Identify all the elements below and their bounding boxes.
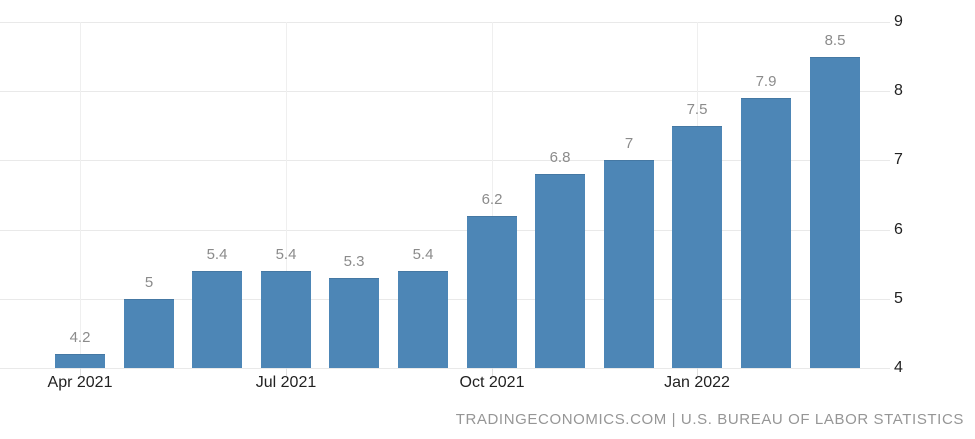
bar-value-label: 7.5 — [686, 101, 708, 118]
bar[interactable] — [467, 216, 517, 368]
x-axis-tick-label: Jul 2021 — [255, 374, 317, 391]
x-axis-tick — [492, 368, 493, 377]
bar-value-label: 5.4 — [206, 246, 228, 263]
h-gridline — [0, 91, 890, 92]
v-gridline — [286, 22, 287, 368]
x-axis-tick-label: Jan 2022 — [664, 374, 730, 391]
x-axis-tick-label: Apr 2021 — [47, 374, 113, 391]
y-axis-tick-label: 9 — [894, 13, 903, 30]
v-gridline — [80, 22, 81, 368]
attribution-text: TRADINGECONOMICS.COM | U.S. BUREAU OF LA… — [455, 411, 964, 428]
bar-value-label: 7 — [624, 135, 634, 152]
x-axis-tick-label: Oct 2021 — [459, 374, 525, 391]
bar-value-label: 5.4 — [412, 246, 434, 263]
bar-value-label: 5 — [144, 274, 154, 291]
bar-value-label: 5.3 — [343, 253, 365, 270]
bar[interactable] — [261, 271, 311, 368]
bar[interactable] — [124, 299, 174, 368]
x-axis-tick — [80, 368, 81, 377]
bar-value-label: 4.2 — [69, 329, 91, 346]
bar[interactable] — [810, 57, 860, 368]
bar[interactable] — [398, 271, 448, 368]
bar-value-label: 7.9 — [755, 73, 777, 90]
bar[interactable] — [604, 160, 654, 368]
bar[interactable] — [741, 98, 791, 368]
bar[interactable] — [535, 174, 585, 368]
bar[interactable] — [672, 126, 722, 368]
y-axis-tick-label: 6 — [894, 221, 903, 238]
bar-value-label: 6.8 — [549, 149, 571, 166]
v-gridline — [492, 22, 493, 368]
x-axis-tick — [286, 368, 287, 377]
bar-value-label: 8.5 — [824, 32, 846, 49]
h-gridline — [0, 160, 890, 161]
h-gridline — [0, 22, 890, 23]
y-axis-tick-label: 7 — [894, 151, 903, 168]
y-axis-tick-label: 4 — [894, 359, 903, 376]
h-gridline — [0, 230, 890, 231]
bar[interactable] — [192, 271, 242, 368]
h-gridline — [0, 368, 890, 369]
bar[interactable] — [55, 354, 105, 368]
y-axis-tick-label: 5 — [894, 290, 903, 307]
bar-value-label: 5.4 — [275, 246, 297, 263]
bar-value-label: 6.2 — [481, 191, 503, 208]
y-axis-tick-label: 8 — [894, 82, 903, 99]
bar[interactable] — [329, 278, 379, 368]
x-axis-tick — [697, 368, 698, 377]
